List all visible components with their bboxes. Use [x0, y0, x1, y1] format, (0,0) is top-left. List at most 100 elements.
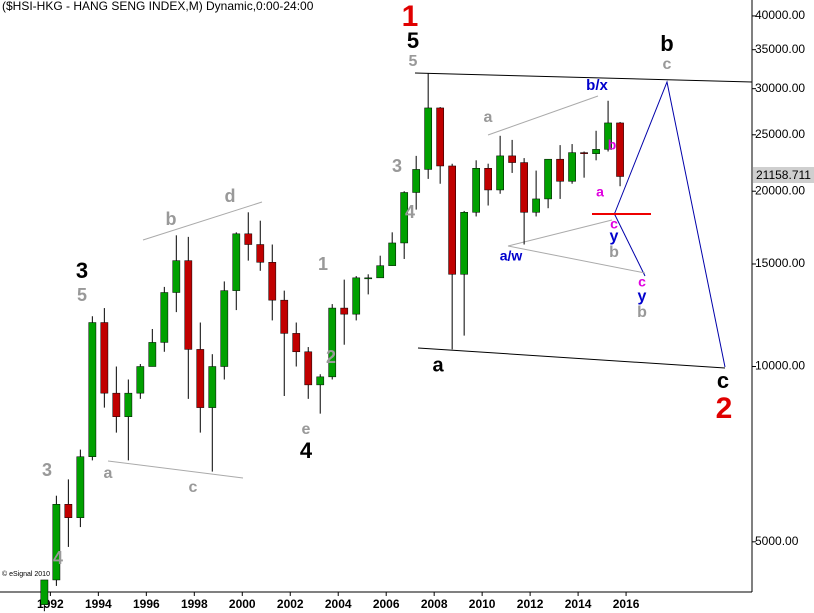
- candle-body: [52, 504, 61, 581]
- last-price-label: 21158.711: [756, 168, 811, 182]
- wave-label: 4: [405, 202, 415, 222]
- y-tick-label: 30000.00: [755, 81, 805, 95]
- wave-label: 3: [392, 156, 402, 176]
- wave-label: c: [717, 368, 729, 393]
- projection-line: [613, 212, 646, 277]
- x-tick-label: 1998: [181, 597, 208, 611]
- candle-body: [88, 322, 97, 457]
- candle-body: [388, 242, 397, 266]
- x-tick-label: 2010: [469, 597, 496, 611]
- candle-body: [568, 152, 576, 182]
- x-tick-label: 2000: [229, 597, 256, 611]
- candle-body: [196, 349, 205, 408]
- x-tick-label: 2008: [421, 597, 448, 611]
- candle-body: [292, 333, 301, 353]
- wave-label: a: [484, 109, 493, 126]
- candle-body: [532, 198, 540, 213]
- wave-label: 2: [326, 347, 336, 367]
- candle-body: [616, 122, 624, 177]
- y-tick-label: 35000.00: [755, 42, 805, 56]
- x-tick-label: 2004: [325, 597, 352, 611]
- candles: [40, 73, 624, 612]
- wave-label: y: [610, 228, 619, 245]
- chart-title: ($HSI-HKG - HANG SENG INDEX,M) Dynamic,0…: [2, 0, 314, 13]
- candle-body: [508, 155, 516, 163]
- wave-label: 1: [402, 0, 419, 33]
- wave-label: b: [608, 137, 617, 153]
- candle-body: [472, 168, 480, 213]
- wave-label: 3: [76, 258, 88, 283]
- wave-label: 5: [409, 53, 418, 70]
- wave-label: c: [638, 274, 646, 290]
- candle-body: [412, 169, 421, 193]
- wave-label: 1: [318, 254, 328, 274]
- wave-label: b: [637, 304, 647, 321]
- x-tick-label: 2006: [373, 597, 400, 611]
- candle-body: [256, 244, 265, 263]
- wave-label: 4: [300, 438, 313, 463]
- candle-body: [280, 299, 289, 334]
- candle-body: [400, 192, 409, 244]
- candle-body: [160, 292, 169, 343]
- candle-body: [520, 162, 528, 213]
- trend-line: [414, 72, 753, 83]
- candle-body: [424, 107, 433, 170]
- wave-label: c: [663, 56, 672, 73]
- credit: © eSignal 2010: [2, 570, 50, 578]
- x-tick-label: 2014: [565, 597, 592, 611]
- candle-body: [220, 290, 229, 367]
- x-tick-label: 2016: [613, 597, 640, 611]
- trend-line: [107, 460, 244, 479]
- candle-body: [208, 366, 217, 408]
- wave-label: c: [610, 216, 618, 232]
- trend-line: [417, 347, 726, 369]
- candle-body: [556, 158, 564, 182]
- projection-line: [613, 80, 726, 368]
- y-tick-label: 15000.00: [755, 256, 805, 270]
- candle-body: [304, 351, 313, 386]
- y-tick-label: 20000.00: [755, 183, 805, 197]
- candle-body: [352, 277, 361, 315]
- candle-body: [376, 265, 385, 279]
- candle-body: [592, 149, 600, 154]
- y-tick-label: 40000.00: [755, 8, 805, 22]
- candle-body: [64, 504, 73, 518]
- wave-label: y: [638, 288, 647, 305]
- candle-body: [100, 322, 109, 394]
- y-tick-label: 5000.00: [755, 534, 799, 548]
- trend-line: [487, 95, 599, 136]
- candle-body: [244, 233, 253, 245]
- wave-label: b: [609, 244, 619, 261]
- candle-body: [364, 277, 373, 280]
- x-tick-label: 1994: [85, 597, 112, 611]
- wave-label: d: [225, 186, 236, 206]
- wave-label: b: [660, 31, 673, 56]
- candle-body: [580, 152, 588, 154]
- wave-label: 5: [407, 28, 419, 53]
- candle-body: [232, 233, 241, 291]
- trend-line: [507, 219, 613, 247]
- y-tick-label: 10000.00: [755, 359, 805, 373]
- x-tick-label: 1996: [133, 597, 160, 611]
- candle-body: [484, 168, 492, 191]
- wave-label: 3: [42, 460, 52, 480]
- candle-body: [172, 260, 181, 293]
- trend-line: [142, 201, 263, 241]
- candle-body: [112, 392, 121, 417]
- candle-body: [316, 376, 325, 386]
- wave-label: a: [596, 184, 604, 200]
- wave-label: 2: [716, 392, 733, 425]
- candle-body: [184, 260, 193, 350]
- wave-label: b/x: [586, 77, 608, 94]
- x-tick-label: 2012: [517, 597, 544, 611]
- candle-body: [496, 155, 504, 191]
- y-tick-label: 25000.00: [755, 127, 805, 141]
- candle-body: [448, 165, 457, 275]
- candle-body: [604, 122, 612, 150]
- wave-label: 4: [53, 548, 63, 568]
- wave-label: b: [166, 209, 177, 229]
- candle-body: [268, 262, 277, 301]
- candle-body: [148, 342, 157, 367]
